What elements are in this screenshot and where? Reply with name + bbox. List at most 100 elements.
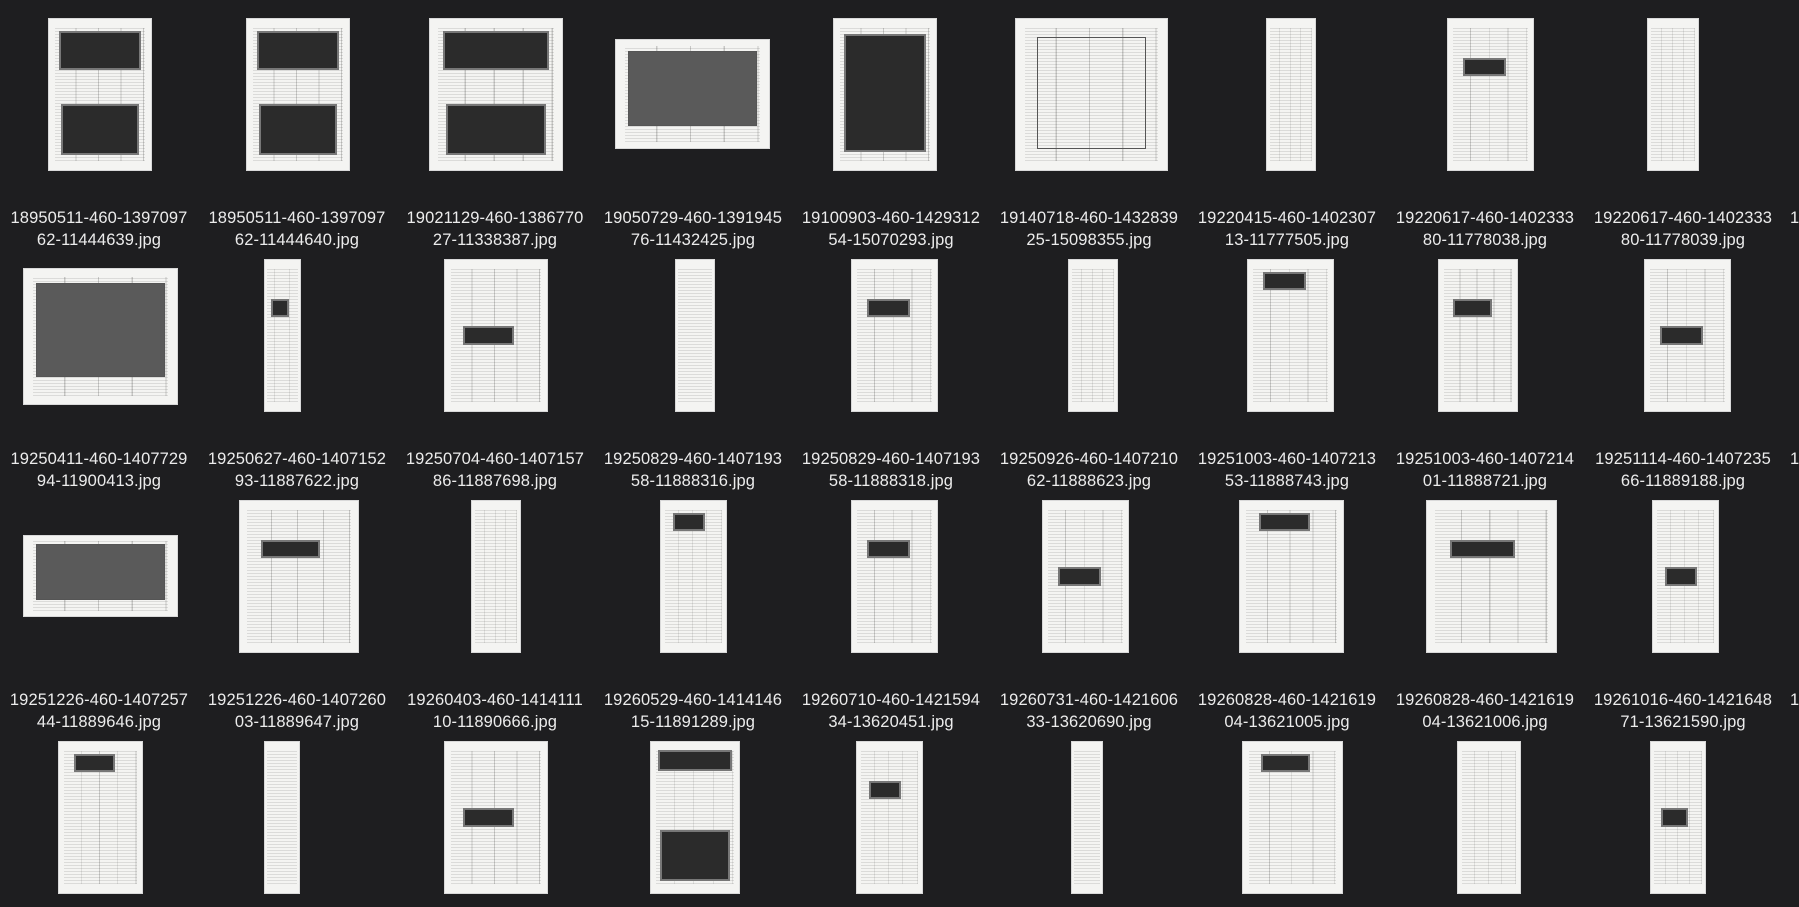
file-item[interactable]: 19250411-460-1407729 94-11900413.jpg — [0, 259, 198, 500]
file-name[interactable]: 19021129-460-1386770 27-11338387.jpg — [396, 207, 594, 251]
file-item[interactable]: 19250926-460-1407210 62-11888623.jpg — [990, 259, 1188, 500]
file-item[interactable]: 19251114-460-1407235 66-11889188.jpg — [1584, 259, 1782, 500]
file-item[interactable]: 19250704-460-1407157 86-11887698.jpg — [396, 259, 594, 500]
file-name[interactable]: 19250627-460-1407152 93-11887622.jpg — [198, 448, 396, 492]
file-name[interactable]: 19251003-460-1407213 53-11888743.jpg — [1188, 448, 1386, 492]
file-name[interactable]: 19250411-460-1407729 94-11900413.jpg — [0, 448, 198, 492]
file-thumbnail[interactable] — [651, 742, 739, 893]
file-name[interactable]: 18950511-460-1397097 62-11444640.jpg — [198, 207, 396, 251]
file-name[interactable]: 19220617-460-1402333 80-11778038.jpg — [1386, 207, 1584, 251]
file-thumbnail[interactable] — [265, 742, 299, 893]
file-thumbnail[interactable] — [661, 501, 726, 652]
file-name[interactable]: 19140718-460-1432839 25-15098355.jpg — [990, 207, 1188, 251]
file-item[interactable] — [198, 741, 396, 907]
file-item[interactable]: 19251226-460-1407260 03-11889647.jpg — [198, 500, 396, 741]
file-name[interactable]: 19050729-460-1391945 76-11432425.jpg — [594, 207, 792, 251]
file-name[interactable]: 19251003-460-1407214 01-11888721.jpg — [1386, 448, 1584, 492]
file-thumbnail[interactable] — [834, 19, 936, 170]
file-name[interactable]: 19100903-460-1429312 54-15070293.jpg — [792, 207, 990, 251]
file-name[interactable]: 19251226-460-1407257 44-11889646.jpg — [0, 689, 198, 733]
file-thumbnail[interactable] — [472, 501, 520, 652]
file-thumbnail[interactable] — [1458, 742, 1520, 893]
file-item[interactable]: 19260828-460-1421619 04-13621006.jpg — [1386, 500, 1584, 741]
file-name-partial[interactable]: 1 — [1790, 691, 1799, 709]
file-item[interactable]: 19251226-460-1407257 44-11889646.jpg — [0, 500, 198, 741]
file-thumbnail[interactable] — [1043, 501, 1128, 652]
file-name[interactable]: 19260710-460-1421594 34-13620451.jpg — [792, 689, 990, 733]
file-item[interactable] — [1584, 741, 1782, 907]
file-item[interactable]: 19260731-460-1421606 33-13620690.jpg — [990, 500, 1188, 741]
file-thumbnail[interactable] — [1069, 260, 1117, 411]
file-item[interactable] — [396, 741, 594, 907]
file-thumbnail[interactable] — [49, 19, 151, 170]
file-thumbnail[interactable] — [247, 19, 349, 170]
file-thumbnail[interactable] — [1072, 742, 1102, 893]
file-name[interactable]: 19260731-460-1421606 33-13620690.jpg — [990, 689, 1188, 733]
file-item[interactable]: 19260710-460-1421594 34-13620451.jpg — [792, 500, 990, 741]
file-item[interactable]: 19021129-460-1386770 27-11338387.jpg — [396, 18, 594, 259]
file-thumbnail[interactable] — [1016, 19, 1167, 170]
file-thumbnail[interactable] — [1243, 742, 1342, 893]
file-thumbnail[interactable] — [1248, 260, 1333, 411]
file-item[interactable]: 19220415-460-1402307 13-11777505.jpg — [1188, 18, 1386, 259]
file-name[interactable]: 19250829-460-1407193 58-11888318.jpg — [792, 448, 990, 492]
file-item[interactable] — [1386, 741, 1584, 907]
file-thumbnail[interactable] — [1240, 501, 1343, 652]
file-item[interactable]: 19140718-460-1432839 25-15098355.jpg — [990, 18, 1188, 259]
file-item[interactable]: 19220617-460-1402333 80-11778038.jpg — [1386, 18, 1584, 259]
file-thumbnail[interactable] — [676, 260, 714, 411]
file-thumbnail[interactable] — [1648, 19, 1698, 170]
file-name[interactable]: 19250926-460-1407210 62-11888623.jpg — [990, 448, 1188, 492]
file-thumbnail[interactable] — [1653, 501, 1718, 652]
file-name[interactable]: 19260828-460-1421619 04-13621005.jpg — [1188, 689, 1386, 733]
file-name[interactable]: 19220415-460-1402307 13-11777505.jpg — [1188, 207, 1386, 251]
file-item[interactable]: 19100903-460-1429312 54-15070293.jpg — [792, 18, 990, 259]
file-name[interactable]: 19260828-460-1421619 04-13621006.jpg — [1386, 689, 1584, 733]
file-thumbnail[interactable] — [445, 260, 547, 411]
file-item[interactable] — [792, 741, 990, 907]
file-name[interactable]: 19251114-460-1407235 66-11889188.jpg — [1584, 448, 1782, 492]
file-thumbnail[interactable] — [1267, 19, 1315, 170]
file-thumbnail[interactable] — [24, 536, 177, 616]
file-thumbnail[interactable] — [430, 19, 562, 170]
file-thumbnail[interactable] — [1645, 260, 1730, 411]
file-thumbnail[interactable] — [857, 742, 922, 893]
file-item[interactable]: 18950511-460-1397097 62-11444639.jpg — [0, 18, 198, 259]
file-item[interactable]: 18950511-460-1397097 62-11444640.jpg — [198, 18, 396, 259]
file-item[interactable]: 19050729-460-1391945 76-11432425.jpg — [594, 18, 792, 259]
file-thumbnail[interactable] — [24, 269, 177, 404]
file-name[interactable]: 19250704-460-1407157 86-11887698.jpg — [396, 448, 594, 492]
file-item[interactable] — [990, 741, 1188, 907]
file-name-partial[interactable]: 1 — [1790, 450, 1799, 468]
file-item[interactable]: 19261016-460-1421648 71-13621590.jpg — [1584, 500, 1782, 741]
file-item[interactable]: 19260529-460-1414146 15-11891289.jpg — [594, 500, 792, 741]
file-name-partial[interactable]: 1 — [1790, 209, 1799, 227]
file-thumbnail[interactable] — [616, 40, 769, 148]
file-name[interactable]: 19260529-460-1414146 15-11891289.jpg — [594, 689, 792, 733]
file-item[interactable]: 19251003-460-1407214 01-11888721.jpg — [1386, 259, 1584, 500]
file-item[interactable]: 19250627-460-1407152 93-11887622.jpg — [198, 259, 396, 500]
file-item[interactable] — [1188, 741, 1386, 907]
file-thumbnail[interactable] — [1448, 19, 1533, 170]
file-item[interactable] — [0, 741, 198, 907]
file-thumbnail[interactable] — [445, 742, 547, 893]
file-item[interactable]: 19250829-460-1407193 58-11888316.jpg — [594, 259, 792, 500]
file-name[interactable]: 19220617-460-1402333 80-11778039.jpg — [1584, 207, 1782, 251]
file-thumbnail[interactable] — [59, 742, 142, 893]
file-item[interactable]: 19260403-460-1414111 10-11890666.jpg — [396, 500, 594, 741]
file-name[interactable]: 19251226-460-1407260 03-11889647.jpg — [198, 689, 396, 733]
file-thumbnail[interactable] — [852, 501, 937, 652]
file-item[interactable]: 19260828-460-1421619 04-13621005.jpg — [1188, 500, 1386, 741]
file-name[interactable]: 19250829-460-1407193 58-11888316.jpg — [594, 448, 792, 492]
file-thumbnail[interactable] — [265, 260, 300, 411]
file-item[interactable]: 19220617-460-1402333 80-11778039.jpg — [1584, 18, 1782, 259]
file-thumbnail[interactable] — [1651, 742, 1705, 893]
file-name[interactable]: 19260403-460-1414111 10-11890666.jpg — [396, 689, 594, 733]
file-item[interactable]: 19250829-460-1407193 58-11888318.jpg — [792, 259, 990, 500]
file-name[interactable]: 18950511-460-1397097 62-11444639.jpg — [0, 207, 198, 251]
file-thumbnail[interactable] — [852, 260, 937, 411]
file-thumbnail[interactable] — [1427, 501, 1556, 652]
file-thumbnail[interactable] — [1439, 260, 1517, 411]
file-thumbnail[interactable] — [240, 501, 358, 652]
file-item[interactable]: 19251003-460-1407213 53-11888743.jpg — [1188, 259, 1386, 500]
